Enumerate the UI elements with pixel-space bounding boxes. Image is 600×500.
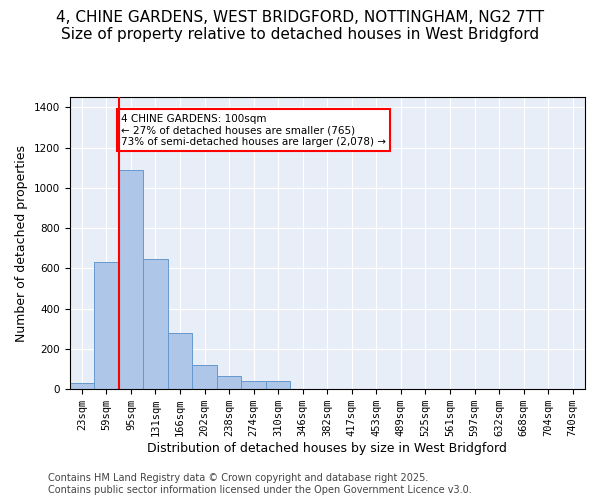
Bar: [143, 260, 168, 389]
Bar: [217, 376, 241, 389]
X-axis label: Distribution of detached houses by size in West Bridgford: Distribution of detached houses by size …: [148, 442, 507, 455]
Bar: [119, 170, 143, 389]
Text: 4, CHINE GARDENS, WEST BRIDGFORD, NOTTINGHAM, NG2 7TT
Size of property relative : 4, CHINE GARDENS, WEST BRIDGFORD, NOTTIN…: [56, 10, 544, 42]
Bar: [192, 365, 217, 389]
Bar: [266, 381, 290, 389]
Text: 4 CHINE GARDENS: 100sqm
← 27% of detached houses are smaller (765)
73% of semi-d: 4 CHINE GARDENS: 100sqm ← 27% of detache…: [121, 114, 386, 146]
Bar: [168, 333, 192, 389]
Bar: [94, 262, 119, 389]
Text: Contains HM Land Registry data © Crown copyright and database right 2025.
Contai: Contains HM Land Registry data © Crown c…: [48, 474, 472, 495]
Y-axis label: Number of detached properties: Number of detached properties: [15, 145, 28, 342]
Bar: [70, 383, 94, 389]
Bar: [241, 381, 266, 389]
